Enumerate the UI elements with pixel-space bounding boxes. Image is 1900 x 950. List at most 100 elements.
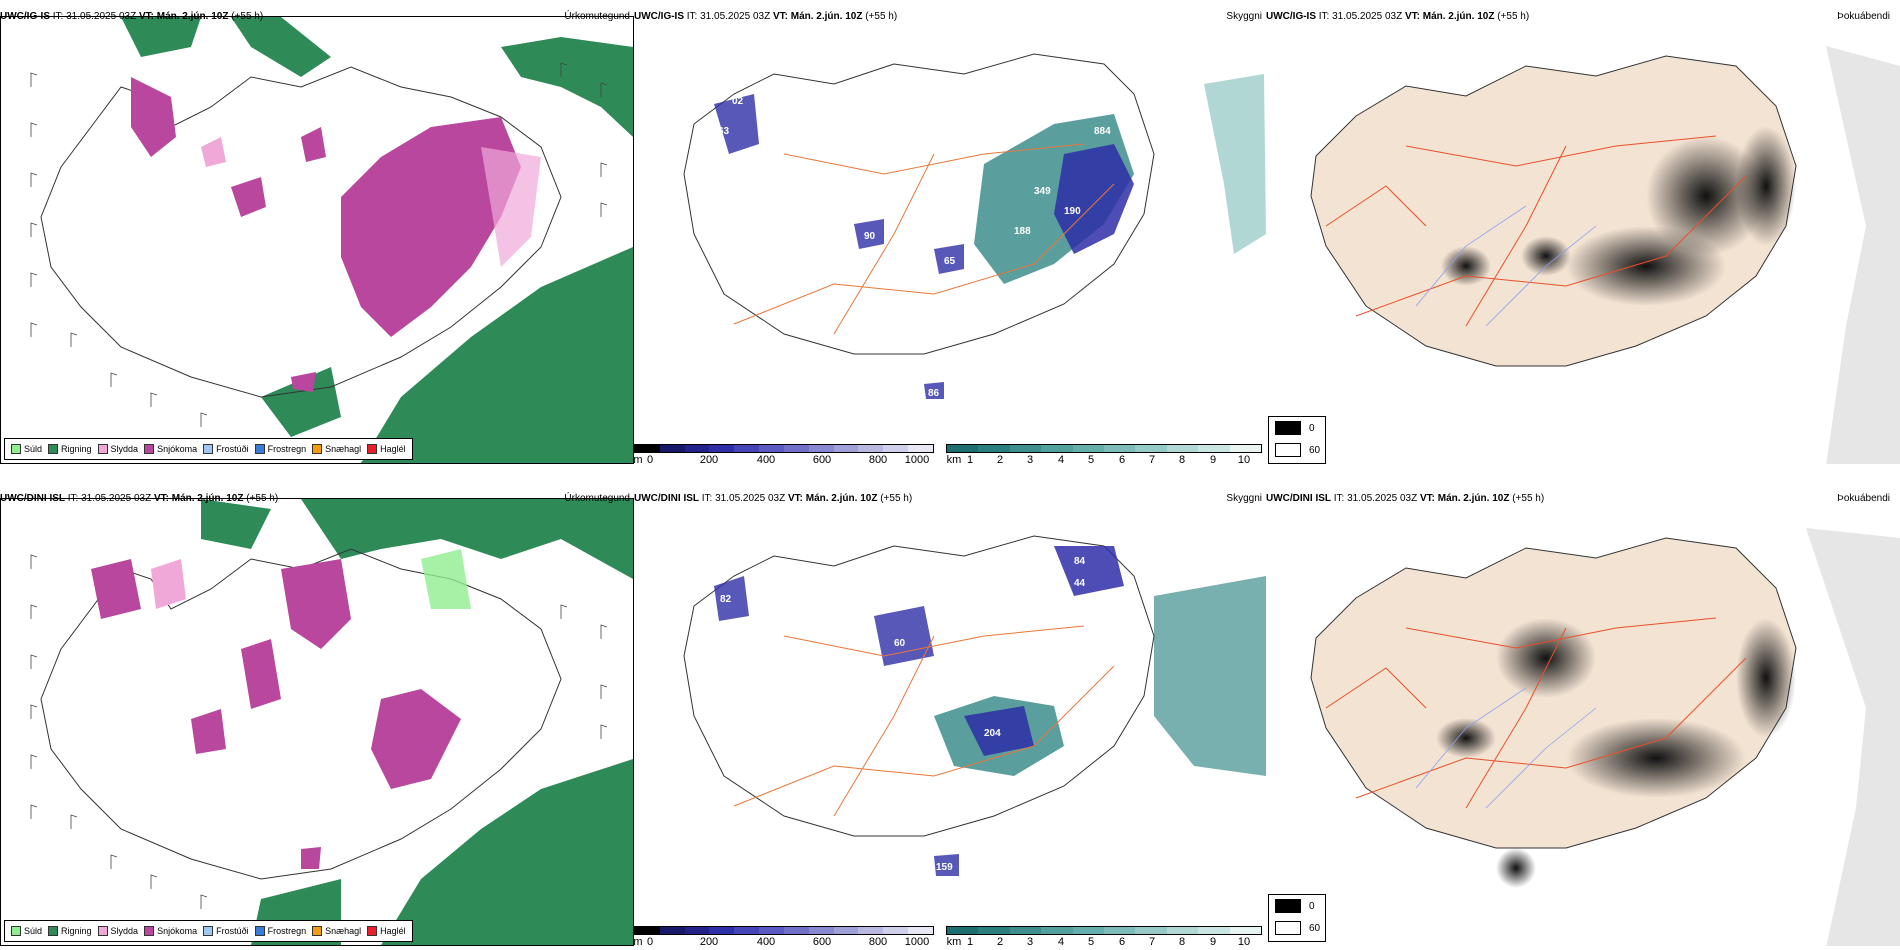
fog-legend-row: 60 — [1275, 443, 1320, 457]
visibility-swatch — [1104, 445, 1136, 452]
cloudbase-swatch — [759, 927, 784, 934]
cloudbase-swatch — [833, 927, 859, 934]
visibility-strip — [946, 444, 1262, 453]
snow-area — [241, 639, 281, 709]
cloud-labels: 82 84 44 204 60 176 159 — [720, 556, 1086, 873]
cloudbase-swatch — [858, 445, 884, 452]
cloud-label: 65 — [944, 256, 956, 267]
cloudbase-swatch — [684, 927, 710, 934]
visibility-swatch — [1166, 445, 1199, 452]
visibility-swatch — [1009, 927, 1042, 934]
cloudbase-colorbar: m 0 200 400 600 800 1000 — [634, 926, 934, 946]
panel-subtitle: Úrkomutegund — [564, 11, 630, 22]
panel-subtitle: Skyggni — [1226, 493, 1262, 504]
cloudbase-area — [934, 854, 959, 876]
precip-legend: Súld Rigning Slydda Snjókoma Frostúði Fr… — [4, 438, 413, 460]
precip-legend: Súld Rigning Slydda Snjókoma Frostúði Fr… — [4, 920, 413, 942]
rain-area — [231, 17, 331, 77]
cloud-label: 84 — [1074, 556, 1086, 567]
roads — [1325, 135, 1747, 327]
legend-item: Snjókoma — [144, 926, 197, 936]
cb-tick: 600 — [812, 936, 832, 946]
fog-legend-box — [1275, 421, 1301, 435]
fog-legend-box — [1275, 899, 1301, 913]
panel-title: UWC/IG-IS IT: 31.05.2025 03Z VT: Mán. 2.… — [1266, 11, 1530, 22]
roads — [733, 143, 1115, 335]
fog-area — [1826, 46, 1900, 464]
legend-item: Frostúði — [203, 444, 249, 454]
visibility-swatch — [947, 927, 979, 934]
wind-barbs — [30, 62, 608, 427]
vb-unit: km — [946, 454, 962, 464]
legend-item: Haglél — [367, 926, 406, 936]
cb-tick: 200 — [699, 936, 719, 946]
cloud-label: 176 — [964, 688, 981, 699]
fog-area — [1646, 136, 1766, 256]
legend-swatch — [97, 926, 108, 936]
cloudbase-swatch — [684, 445, 710, 452]
fog-area — [1496, 848, 1536, 888]
cb-unit: m — [634, 936, 643, 946]
visibility-area — [1154, 576, 1266, 776]
legend-swatch — [203, 926, 214, 936]
legend-swatch — [254, 444, 265, 454]
sleet-area — [481, 147, 541, 267]
visibility-strip — [946, 926, 1262, 935]
visibility-swatch — [1009, 445, 1042, 452]
legend-swatch — [11, 444, 21, 454]
snow-area — [131, 77, 176, 157]
snow-area — [301, 847, 321, 869]
vb-tick: 4 — [1057, 936, 1065, 946]
drizzle-area — [421, 549, 471, 609]
cloudbase-swatch — [734, 445, 760, 452]
cb-tick: 1000 — [904, 454, 930, 464]
cloudbase-swatch — [883, 445, 909, 452]
legend-item: Súld — [11, 926, 42, 936]
cloudbase-area — [934, 244, 964, 274]
fog-legend-row: 60 — [1275, 921, 1320, 935]
panel-title: UWC/IG-IS IT: 31.05.2025 03Z VT: Mán. 2.… — [0, 11, 264, 22]
fog-area — [1806, 528, 1900, 946]
visibility-colorbar: km 1 2 3 4 5 6 7 8 9 10 — [946, 444, 1262, 464]
visibility-colorbar: km 1 2 3 4 5 6 7 8 9 10 — [946, 926, 1262, 946]
iceland-outline — [40, 548, 562, 880]
cloudbase-area — [924, 382, 944, 399]
legend-swatch — [97, 444, 108, 454]
sleet-area — [151, 559, 186, 609]
legend-item: Rigning — [48, 444, 92, 454]
cloud-label: 884 — [1094, 126, 1111, 137]
cloud-label: 44 — [1074, 578, 1086, 589]
cb-tick: 1000 — [904, 936, 930, 946]
legend-swatch — [367, 444, 378, 454]
cloud-label: 190 — [1064, 206, 1081, 217]
legend-swatch — [144, 926, 155, 936]
iceland-outline — [683, 53, 1155, 355]
precip-panel-top: UWC/IG-IS IT: 31.05.2025 03Z VT: Mán. 2.… — [0, 8, 634, 464]
snow-area — [191, 709, 226, 754]
snow-area — [231, 177, 266, 217]
cloudbase-swatch — [833, 445, 859, 452]
fog-area — [1736, 618, 1796, 738]
rain-area — [261, 367, 341, 437]
legend-swatch — [312, 444, 323, 454]
fog-area — [1496, 618, 1596, 698]
rivers — [1415, 205, 1597, 327]
sleet-area — [201, 137, 226, 167]
vb-tick: 3 — [1026, 936, 1034, 946]
vb-tick: 5 — [1087, 936, 1095, 946]
vb-tick: 3 — [1026, 454, 1034, 464]
legend-swatch — [48, 444, 59, 454]
legend-item: Frostregn — [254, 926, 306, 936]
cloud-labels: 63 02 90 65 188 190 349 884 86 — [718, 96, 1111, 399]
cloudbase-swatch — [808, 445, 834, 452]
visibility-swatch — [1229, 927, 1262, 934]
snow-area — [301, 127, 326, 162]
vb-tick: 8 — [1178, 454, 1186, 464]
cloudbase-strip — [634, 926, 934, 935]
legend-item: Slydda — [97, 926, 138, 936]
fog-legend: 0 60 — [1268, 894, 1326, 942]
vb-tick: 7 — [1148, 454, 1156, 464]
snow-area — [281, 559, 351, 649]
fog-area — [1566, 718, 1746, 798]
fog-legend-row: 0 — [1275, 421, 1315, 435]
